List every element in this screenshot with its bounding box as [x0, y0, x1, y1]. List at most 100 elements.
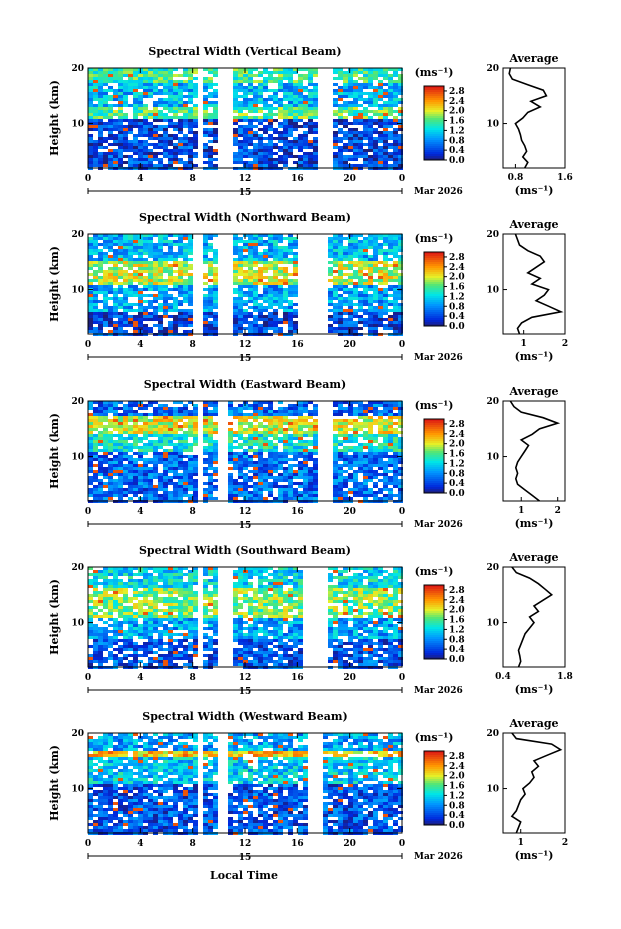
colorbar-swatch [424, 280, 444, 283]
heatmap-cell [283, 86, 288, 89]
heatmap-cell [103, 77, 108, 80]
heatmap-cell [263, 401, 268, 404]
heatmap-cell [173, 68, 178, 71]
heatmap-cell [183, 282, 188, 285]
heatmap-cell [358, 122, 363, 125]
heatmap-cell [143, 309, 148, 312]
heatmap-cell [253, 98, 258, 101]
heatmap-cell [178, 98, 183, 101]
heatmap-cell [128, 158, 133, 161]
heatmap-cell [363, 419, 368, 422]
heatmap-cell [243, 128, 248, 131]
heatmap-cell [353, 288, 358, 291]
heatmap-cell [373, 321, 378, 324]
heatmap-cell [183, 407, 188, 410]
heatmap-cell [188, 300, 193, 303]
heatmap-cell [253, 134, 258, 137]
heatmap-cell [233, 243, 238, 246]
heatmap-cell [153, 282, 158, 285]
heatmap-cell [343, 330, 348, 333]
heatmap-cell [308, 416, 313, 419]
heatmap-cell [243, 491, 248, 494]
heatmap-cell [378, 431, 383, 434]
heatmap-cell [388, 491, 393, 494]
heatmap-cell [293, 422, 298, 425]
heatmap-cell [388, 143, 393, 146]
heatmap-cell [313, 125, 318, 128]
heatmap-cell [168, 443, 173, 446]
heatmap-cell [288, 446, 293, 449]
heatmap-cell [123, 476, 128, 479]
heatmap-cell [118, 98, 123, 101]
heatmap-cell [243, 155, 248, 158]
heatmap-cell [358, 416, 363, 419]
heatmap-cell [208, 68, 213, 71]
heatmap-cell [108, 404, 113, 407]
heatmap-cell [303, 110, 308, 113]
heatmap-cell [123, 482, 128, 485]
heatmap-cell [213, 467, 218, 470]
heatmap-cell [253, 297, 258, 300]
colorbar-swatch [424, 435, 444, 438]
heatmap-cell [253, 413, 258, 416]
heatmap-cell [363, 101, 368, 104]
heatmap-cell [168, 134, 173, 137]
heatmap-cell [338, 149, 343, 152]
heatmap-cell [188, 497, 193, 500]
heatmap-cell [213, 282, 218, 285]
heatmap-cell [93, 125, 98, 128]
heatmap-cell [168, 95, 173, 98]
heatmap-cell [383, 143, 388, 146]
heatmap-cell [168, 101, 173, 104]
heatmap-cell [243, 309, 248, 312]
heatmap-cell [188, 449, 193, 452]
heatmap-cell [368, 452, 373, 455]
heatmap-cell [98, 485, 103, 488]
heatmap-cell [158, 434, 163, 437]
heatmap-cell [88, 413, 93, 416]
heatmap-cell [118, 401, 123, 404]
heatmap-cell [163, 428, 168, 431]
heatmap-cell [98, 68, 103, 71]
heatmap-cell [398, 164, 403, 167]
heatmap-cell [273, 497, 278, 500]
heatmap-cell [338, 164, 343, 167]
heatmap-cell [263, 300, 268, 303]
heatmap-cell [303, 452, 308, 455]
heatmap-cell [338, 107, 343, 110]
heatmap-cell [243, 258, 248, 261]
heatmap-cell [173, 128, 178, 131]
heatmap-cell [103, 309, 108, 312]
heatmap-cell [343, 95, 348, 98]
heatmap-cell [358, 86, 363, 89]
heatmap-cell [243, 482, 248, 485]
heatmap-cell [368, 437, 373, 440]
heatmap-cell [158, 327, 163, 330]
heatmap-cell [213, 107, 218, 110]
heatmap-cell [143, 422, 148, 425]
heatmap-cell [188, 113, 193, 116]
heatmap-cell [98, 92, 103, 95]
heatmap-cell [263, 252, 268, 255]
heatmap-cell [263, 264, 268, 267]
heatmap-cell [133, 161, 138, 164]
heatmap-cell [158, 318, 163, 321]
heatmap-cell [118, 143, 123, 146]
heatmap-cell [148, 128, 153, 131]
heatmap-cell [173, 327, 178, 330]
heatmap-cell [388, 482, 393, 485]
heatmap-cell [378, 98, 383, 101]
heatmap-cell [398, 86, 403, 89]
heatmap-cell [303, 446, 308, 449]
heatmap-cell [88, 291, 93, 294]
heatmap-cell [268, 113, 273, 116]
heatmap-cell [108, 143, 113, 146]
heatmap-cell [193, 146, 198, 149]
heatmap-cell [298, 482, 303, 485]
heatmap-cell [108, 306, 113, 309]
heatmap-cell [93, 273, 98, 276]
heatmap-cell [233, 134, 238, 137]
heatmap-cell [188, 137, 193, 140]
heatmap-cell [298, 440, 303, 443]
colorbar-swatch [424, 300, 444, 303]
